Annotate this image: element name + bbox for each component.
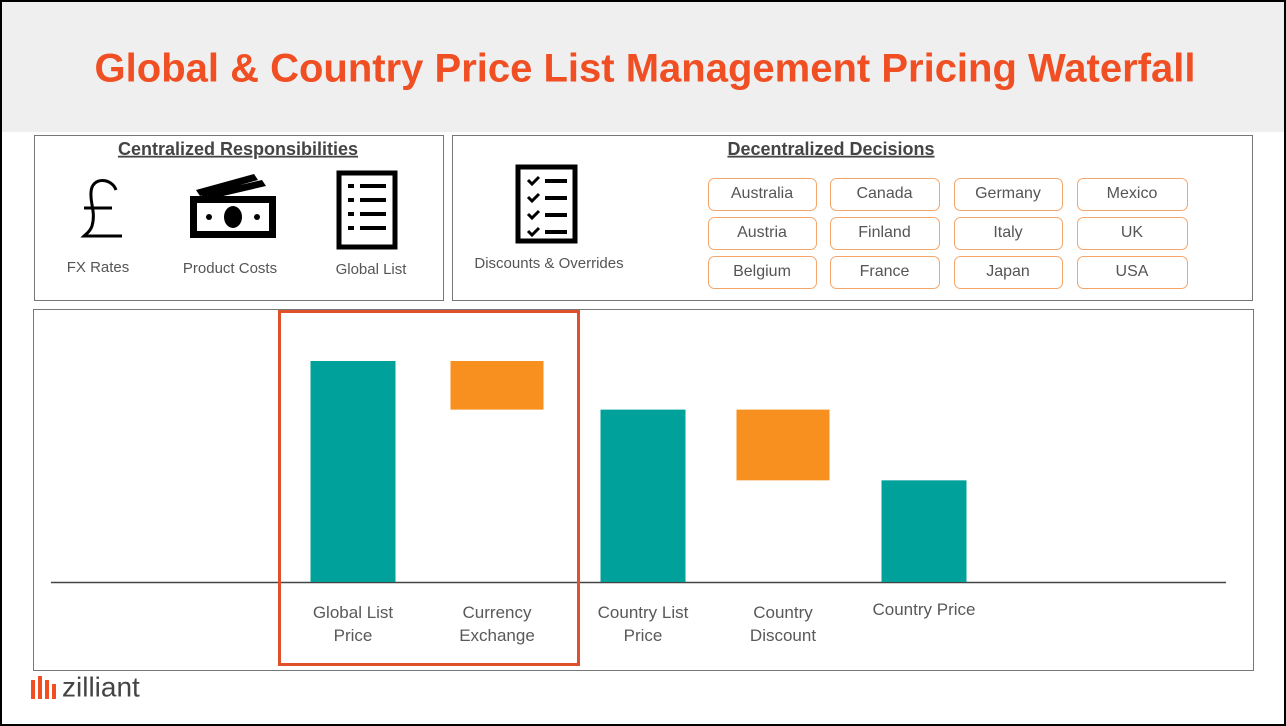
country-label: Canada	[856, 185, 912, 202]
country-label: Italy	[993, 224, 1022, 241]
country-label: Japan	[986, 263, 1030, 280]
panel-title: Centralized Responsibilities	[118, 139, 358, 159]
country-chip	[954, 256, 1063, 289]
category-label: Country List Price	[597, 603, 689, 645]
country-label: Belgium	[733, 263, 791, 280]
country-chip	[954, 178, 1063, 211]
logo-mark	[31, 676, 56, 699]
money-icon	[190, 174, 276, 238]
country-label: Austria	[737, 224, 787, 241]
panel-title: Decentralized Decisions	[727, 139, 934, 159]
country-chip	[830, 256, 940, 289]
total-bar	[881, 480, 967, 582]
central-panel	[34, 135, 444, 301]
country-label: UK	[1121, 224, 1144, 241]
country-chip	[1077, 217, 1188, 250]
country-label: Mexico	[1107, 185, 1158, 202]
category-label: Currency Exchange	[459, 603, 535, 645]
change-bar	[450, 361, 544, 410]
pound-icon	[80, 179, 122, 238]
country-label: Australia	[731, 185, 793, 202]
logo: zilliant	[62, 671, 140, 702]
country-chip	[708, 217, 817, 250]
chart-panel	[33, 309, 1254, 671]
category-label: Country Discount	[749, 603, 817, 645]
country-chip	[830, 178, 940, 211]
header-band	[2, 2, 1284, 132]
country-chip	[830, 217, 940, 250]
highlight-box	[278, 310, 580, 666]
decentral-panel	[452, 135, 1253, 301]
country-chip	[708, 178, 817, 211]
icon-label: FX Rates	[67, 259, 130, 276]
country-label: Germany	[975, 185, 1041, 202]
total-bar	[600, 409, 686, 582]
country-label: France	[860, 263, 910, 280]
category-label: Global List Price	[312, 603, 394, 645]
country-chip	[1077, 256, 1188, 289]
country-chip	[708, 256, 817, 289]
icon-label: Discounts & Overrides	[474, 255, 623, 272]
country-label: Finland	[858, 224, 910, 241]
icon-label: Global List	[336, 261, 408, 278]
total-bar	[310, 361, 396, 582]
change-bar	[736, 409, 830, 481]
title: Global & Country Price List Management P…	[95, 47, 1196, 91]
country-chip	[954, 217, 1063, 250]
country-chip	[1077, 178, 1188, 211]
category-label: Country Price	[872, 600, 976, 619]
checklist-icon	[515, 164, 578, 244]
country-label: USA	[1116, 263, 1149, 280]
list-icon	[336, 170, 398, 250]
icon-label: Product Costs	[183, 260, 277, 277]
